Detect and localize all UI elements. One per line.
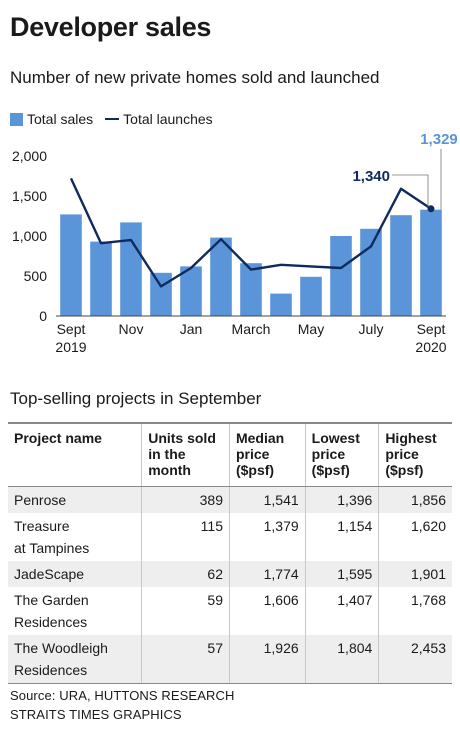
y-tick-label: 0 [39, 308, 47, 324]
x-tick-label: Jan [180, 321, 203, 337]
cell-project-name: Penrose [8, 486, 142, 513]
y-tick-label: 500 [24, 268, 48, 284]
cell-units-sold: 59 [141, 587, 230, 635]
leader-line-launches [392, 174, 429, 207]
header-project-name: Project name [8, 422, 142, 487]
header-highest-price: Highest price ($psf) [378, 422, 452, 487]
cell-units-sold: 389 [141, 486, 230, 513]
bar-total-sales [90, 241, 112, 316]
data-label-launches: 1,340 [352, 168, 390, 185]
legend-line-launches [105, 118, 120, 120]
bar-total-sales [300, 276, 322, 316]
bar-total-sales [120, 222, 142, 316]
x-tick-label-year: 2019 [55, 339, 86, 355]
legend-label-sales: Total sales [27, 111, 94, 127]
source-line-2: STRAITS TIMES GRAPHICS [10, 707, 182, 722]
point-total-launches [427, 205, 435, 213]
cell-median-price: 1,774 [228, 561, 306, 587]
chart-subtitle: Number of new private homes sold and lau… [10, 68, 380, 87]
x-tick-label: May [298, 321, 324, 337]
cell-median-price: 1,379 [228, 513, 306, 561]
legend-swatch-sales [10, 112, 23, 126]
table-row: The Garden Residences 59 1,606 1,407 1,768 [8, 587, 452, 635]
header-units-sold: Units sold in the month [141, 422, 230, 487]
table-row: The Woodleigh Residences 57 1,926 1,804 2,453 [8, 635, 452, 684]
sales-launches-chart: 0 500 1,000 1,500 2,000 1,329 1,340 Sept 2019 Nov… [12, 131, 458, 355]
bar-total-sales [180, 266, 202, 316]
cell-median-price: 1,541 [228, 486, 306, 513]
data-label-sales: 1,329 [420, 131, 458, 148]
cell-units-sold: 62 [141, 561, 230, 587]
legend-item-sales: Total sales [10, 111, 93, 127]
table-row: JadeScape 62 1,774 1,595 1,901 [8, 561, 452, 587]
line-total-launches [69, 177, 432, 288]
bar-total-sales [150, 272, 172, 316]
cell-lowest-price: 1,396 [304, 486, 379, 513]
bar-total-sales [420, 209, 442, 316]
cell-project-name: JadeScape [8, 561, 142, 587]
cell-project-name: The Garden Residences [14, 592, 89, 630]
x-tick-label-year: 2020 [415, 339, 446, 355]
legend: Total sales Total launches [10, 111, 225, 127]
y-tick-label: 1,500 [12, 188, 47, 204]
bar-total-sales [60, 214, 82, 316]
y-tick-label: 1,000 [12, 228, 47, 244]
source-line-1: Source: URA, HUTTONS RESEARCH [10, 688, 235, 703]
cell-lowest-price: 1,595 [304, 561, 379, 587]
x-tick-label: Nov [119, 321, 144, 337]
source-note: Source: URA, HUTTONS RESEARCH STRAITS TI… [10, 686, 234, 724]
cell-lowest-price: 1,804 [304, 635, 379, 684]
bar-total-sales [210, 237, 232, 316]
bar-total-sales [240, 263, 262, 316]
bar-total-sales [270, 293, 292, 316]
cell-highest-price: 1,901 [378, 561, 452, 587]
cell-units-sold: 115 [141, 513, 230, 561]
cell-median-price: 1,606 [228, 587, 306, 635]
table-header-row: Project name Units sold in the month Med… [8, 422, 452, 487]
cell-units-sold: 57 [141, 635, 230, 684]
x-tick-label: Sept [57, 321, 86, 337]
cell-highest-price: 2,453 [378, 635, 452, 684]
cell-project-name: Treasure at Tampines [14, 518, 90, 556]
cell-project-name: The Woodleigh Residences [8, 635, 142, 684]
cell-highest-price: 1,856 [378, 486, 452, 513]
table-row: Penrose 389 1,541 1,396 1,856 [8, 486, 452, 513]
x-tick-label: July [359, 321, 384, 337]
x-tick-label: March [232, 321, 271, 337]
cell-median-price: 1,926 [228, 635, 306, 684]
bar-total-sales [330, 236, 352, 316]
table-body: Penrose 389 1,541 1,396 1,856 Treasure at Tamp… [8, 486, 452, 684]
bar-total-sales [390, 215, 412, 316]
table-row: Treasure at Tampines 115 1,379 1,154 1,620 [8, 513, 452, 561]
header-lowest-price: Lowest price ($psf) [304, 422, 379, 487]
cell-lowest-price: 1,154 [304, 513, 379, 561]
table-title: Top-selling projects in September [10, 389, 262, 408]
legend-label-launches: Total launches [123, 111, 213, 127]
cell-lowest-price: 1,407 [304, 587, 379, 635]
bar-total-sales [360, 228, 382, 316]
projects-table: Project name Units sold in the month Med… [8, 422, 452, 684]
y-tick-label: 2,000 [12, 148, 47, 164]
cell-highest-price: 1,620 [378, 513, 452, 561]
x-tick-label: Sept [417, 321, 446, 337]
header-median-price: Median price ($psf) [228, 422, 306, 487]
legend-item-launches: Total launches [105, 111, 213, 127]
cell-highest-price: 1,768 [378, 587, 452, 635]
chart-title: Developer sales [10, 12, 212, 42]
